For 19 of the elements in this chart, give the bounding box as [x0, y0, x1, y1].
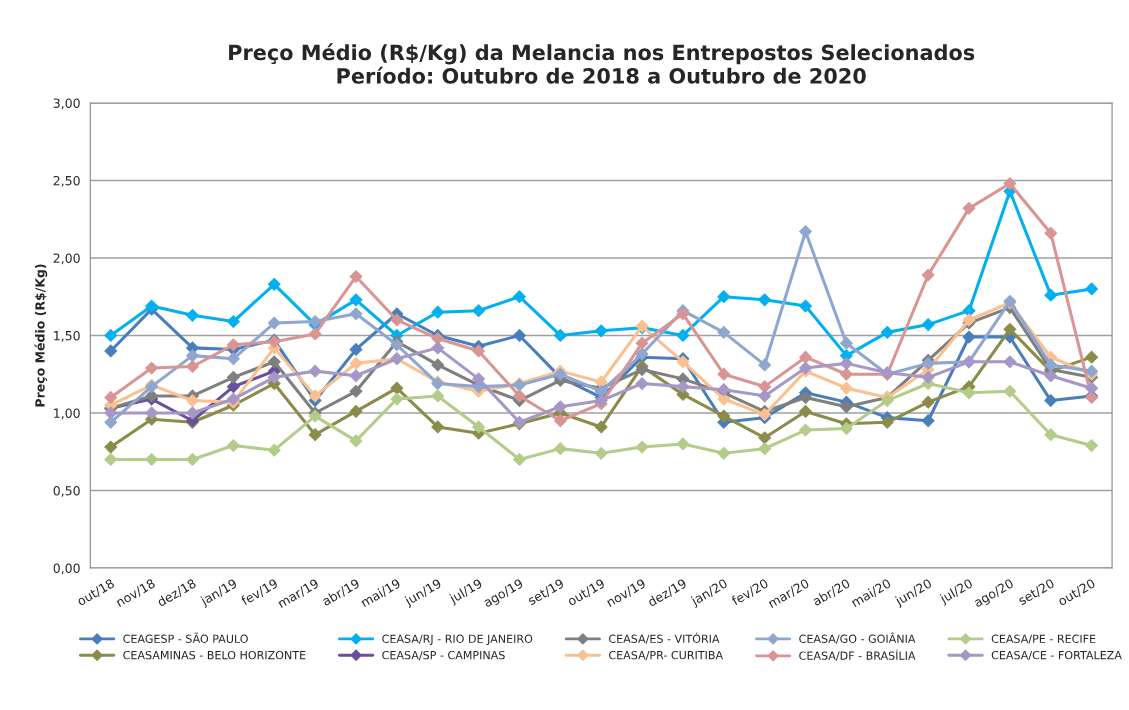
legend-label: CEASA/DF - BRASÍLIA — [799, 649, 916, 661]
y-tick-label: 2,00 — [53, 253, 80, 265]
y-tick-label: 2,50 — [53, 175, 80, 187]
legend-label: CEASAMINAS - BELO HORIZONTE — [123, 650, 306, 660]
legend-label: CEASA/SP - CAMPINAS — [382, 650, 505, 661]
y-tick-label: 0,50 — [53, 485, 80, 497]
y-tick-label: 3,00 — [53, 98, 80, 110]
legend-label: CEASA/PE - RECIFE — [991, 634, 1096, 644]
legend-label: CEASA/GO - GOIÂNIA — [799, 632, 916, 644]
y-tick-label: 0,00 — [53, 563, 80, 575]
y-axis-title: Preço Médio (R$/Kg) — [34, 264, 48, 407]
legend-label: CEASA/CE - FORTALEZA — [991, 650, 1122, 661]
legend-label: CEASA/PR- CURITIBA — [609, 650, 723, 661]
legend-label: CEAGESP - SÃO PAULO — [123, 632, 248, 643]
legend-label: CEASA/RJ - RIO DE JANEIRO — [382, 634, 533, 646]
chart-title: Preço Médio (R$/Kg) da Melancia nos Entrepostos Selecionados Período: Outubro de 2018 a Outubro de 2020 — [229, 43, 975, 84]
legend-label: CEASA/ES - VITÓRIA — [609, 632, 720, 644]
y-tick-label: 1,00 — [54, 408, 80, 420]
y-tick-label: 1,50 — [54, 330, 80, 342]
